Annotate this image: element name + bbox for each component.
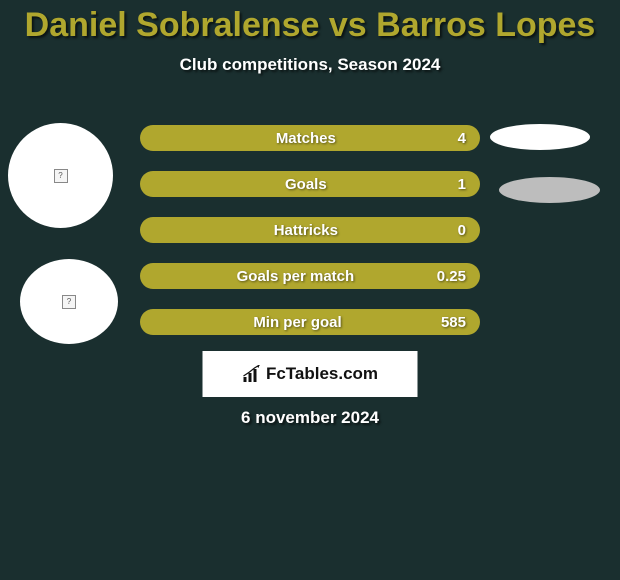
brand-box: FcTables.com [203, 351, 418, 397]
stat-row-goals: Goals 1 [140, 171, 480, 197]
stat-label: Goals [154, 176, 458, 193]
stat-label: Goals per match [154, 268, 437, 285]
placeholder-icon: ? [54, 169, 68, 183]
stat-row-hattricks: Hattricks 0 [140, 217, 480, 243]
page-subtitle: Club competitions, Season 2024 [0, 55, 620, 75]
stat-row-goals-per-match: Goals per match 0.25 [140, 263, 480, 289]
stat-value: 4 [458, 130, 466, 147]
player-avatar-2: ? [20, 259, 118, 344]
brand-text: FcTables.com [266, 364, 378, 384]
stat-value: 0.25 [437, 268, 466, 285]
stat-value: 0 [458, 222, 466, 239]
stat-row-matches: Matches 4 [140, 125, 480, 151]
stat-label: Min per goal [154, 314, 441, 331]
stat-row-min-per-goal: Min per goal 585 [140, 309, 480, 335]
stat-label: Matches [154, 130, 458, 147]
stat-value: 1 [458, 176, 466, 193]
page-title: Daniel Sobralense vs Barros Lopes [0, 0, 620, 45]
brand-chart-icon [242, 365, 262, 383]
footer-date: 6 november 2024 [0, 408, 620, 428]
comparison-pill-2 [499, 177, 600, 203]
player-avatar-1: ? [8, 123, 113, 228]
stat-label: Hattricks [154, 222, 458, 239]
stats-panel: Matches 4 Goals 1 Hattricks 0 Goals per … [140, 125, 480, 355]
stat-value: 585 [441, 314, 466, 331]
comparison-pill-1 [490, 124, 590, 150]
placeholder-icon: ? [62, 295, 76, 309]
